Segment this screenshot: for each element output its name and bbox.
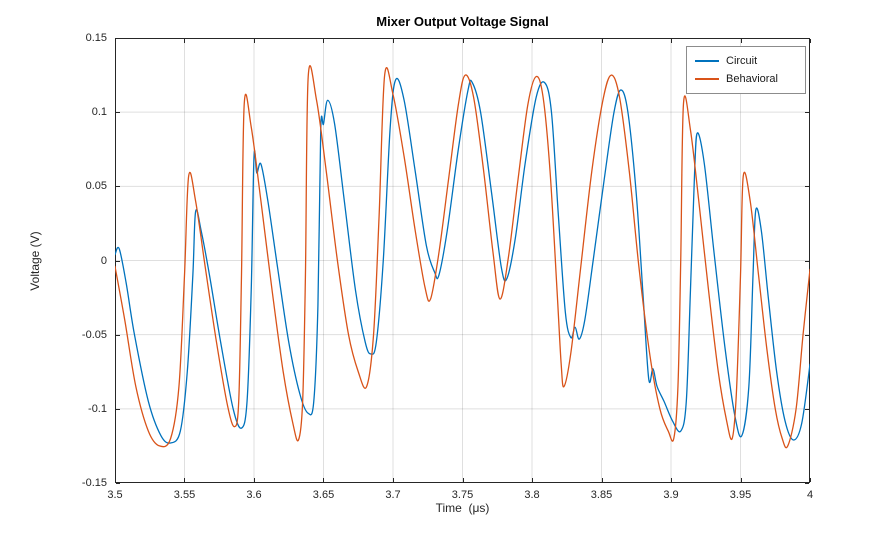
legend-entry-circuit: Circuit — [695, 52, 797, 70]
x-tick-label: 4 — [806, 489, 814, 501]
y-axis-label: Voltage (V) — [28, 231, 42, 291]
legend-line-sample — [695, 78, 719, 80]
y-tick-label: -0.15 — [81, 477, 107, 489]
y-tick-label: 0.05 — [85, 180, 107, 193]
legend-entry-behavioral: Behavioral — [695, 70, 797, 88]
x-tick-label: 3.7 — [385, 489, 401, 501]
x-tick-label: 3.8 — [524, 489, 540, 501]
y-tick-label: 0 — [100, 254, 107, 267]
x-tick-label: 3.9 — [663, 489, 679, 501]
x-tick-label: 3.5 — [107, 489, 123, 501]
legend-line-sample — [695, 60, 719, 62]
x-tick-label: 3.85 — [590, 489, 613, 501]
x-axis-label: Time (μs) — [435, 501, 490, 515]
y-tick-label: 0.15 — [85, 32, 107, 44]
legend-label: Behavioral — [726, 73, 778, 85]
x-tick-label: 3.65 — [312, 489, 335, 501]
y-tick-label: -0.05 — [81, 328, 107, 341]
x-tick-label: 3.75 — [451, 489, 474, 501]
x-tick-label: 3.55 — [173, 489, 196, 501]
legend: Circuit Behavioral — [686, 46, 806, 94]
chart-title: Mixer Output Voltage Signal — [376, 14, 549, 29]
y-tick-label: 0.1 — [91, 106, 107, 119]
legend-label: Circuit — [726, 55, 758, 67]
x-tick-label: 3.6 — [246, 489, 262, 501]
y-tick-label: -0.1 — [88, 402, 107, 415]
x-tick-label: 3.95 — [729, 489, 752, 501]
